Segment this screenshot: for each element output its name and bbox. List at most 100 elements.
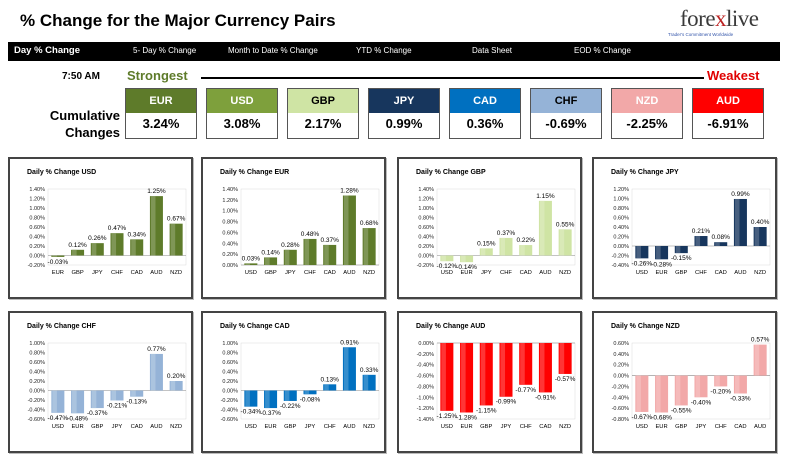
bar bbox=[714, 375, 728, 387]
currency-cumulative-value: 0.99% bbox=[385, 116, 423, 131]
data-label: 0.13% bbox=[320, 376, 339, 383]
y-tick-label: 0.60% bbox=[222, 230, 238, 236]
data-label: -0.37% bbox=[87, 410, 108, 417]
chart-panel-7: Daily % Change AUD -1.40% -1.20% -1.00% -0.8… bbox=[397, 311, 582, 453]
chart-title: Daily % Change USD bbox=[27, 169, 96, 176]
bar bbox=[110, 390, 124, 401]
currency-cumulative-value: -6.91% bbox=[707, 116, 749, 131]
bar bbox=[674, 246, 688, 254]
chart-panel-5: Daily % Change CHF -0.60% -0.40% -0.20% 0.00… bbox=[8, 311, 193, 453]
logo-tagline: Trader's Commitment Worldwide bbox=[668, 32, 734, 37]
bar-highlight bbox=[72, 249, 77, 256]
x-category-label: AUD bbox=[343, 424, 355, 430]
strength-arrow-line bbox=[201, 77, 704, 79]
bar-highlight bbox=[539, 343, 545, 393]
x-category-label: USD bbox=[52, 424, 64, 430]
data-label: 0.15% bbox=[477, 240, 496, 247]
nav-eod-change[interactable]: EOD % Change bbox=[574, 46, 631, 55]
bar-highlight bbox=[52, 255, 57, 257]
bar-highlight bbox=[304, 390, 310, 395]
data-label: 0.12% bbox=[68, 242, 87, 249]
x-category-label: AUD bbox=[539, 270, 551, 276]
data-label: -0.91% bbox=[535, 394, 556, 401]
y-tick-label: 0.20% bbox=[29, 244, 45, 250]
y-tick-label: 1.00% bbox=[222, 209, 238, 215]
chart-panel-2: Daily % Change EUR 0.00% 0.20% 0.40% 0.60% 0.… bbox=[201, 157, 386, 299]
x-category-label: JPY bbox=[696, 424, 707, 430]
bar-chart: Daily % Change AUD -1.40% -1.20% -1.00% -0.8… bbox=[416, 323, 576, 430]
y-tick-label: -0.20% bbox=[612, 254, 630, 260]
bar-highlight bbox=[170, 381, 176, 391]
chart-title: Daily % Change NZD bbox=[611, 323, 680, 330]
nav-5day-change[interactable]: 5- Day % Change bbox=[133, 46, 197, 55]
bar-highlight bbox=[675, 246, 681, 254]
data-label: 0.08% bbox=[711, 234, 730, 241]
x-category-label: GBP bbox=[480, 424, 492, 430]
y-tick-label: 1.40% bbox=[29, 187, 45, 193]
bar-highlight bbox=[734, 375, 740, 394]
x-category-label: GBP bbox=[284, 424, 296, 430]
currency-code: NZD bbox=[612, 89, 682, 113]
bar-highlight bbox=[754, 227, 760, 246]
y-tick-label: -0.20% bbox=[612, 384, 630, 390]
bar-highlight bbox=[715, 375, 720, 387]
bar-highlight bbox=[245, 390, 250, 407]
x-category-label: GBP bbox=[264, 270, 276, 276]
bar-highlight bbox=[304, 238, 310, 265]
bar-highlight bbox=[559, 343, 565, 374]
y-tick-label: 1.00% bbox=[29, 341, 45, 347]
page-title: % Change for the Major Currency Pairs bbox=[20, 11, 336, 30]
page-header: % Change for the Major Currency Pairs fo… bbox=[0, 0, 788, 42]
bar-highlight bbox=[150, 196, 156, 256]
data-label: -0.57% bbox=[555, 376, 576, 383]
bar-highlight bbox=[72, 390, 77, 414]
nav-ytd-change[interactable]: YTD % Change bbox=[356, 46, 412, 55]
nav-day-change[interactable]: Day % Change bbox=[14, 45, 80, 56]
bar bbox=[440, 255, 454, 262]
bar-highlight bbox=[461, 255, 466, 263]
y-tick-label: -0.80% bbox=[612, 417, 630, 423]
nav-data-sheet[interactable]: Data Sheet bbox=[472, 46, 513, 55]
bar-chart: Daily % Change USD -0.20% 0.00% 0.20% 0.40% 0… bbox=[27, 169, 187, 276]
bar-highlight bbox=[245, 263, 250, 265]
chart-title: Daily % Change JPY bbox=[611, 169, 679, 176]
data-label: 0.22% bbox=[516, 237, 535, 244]
y-tick-label: 1.00% bbox=[29, 206, 45, 212]
data-label: -0.55% bbox=[671, 407, 692, 414]
bar-highlight bbox=[91, 390, 97, 409]
currency-card-nzd: NZD -2.25% bbox=[611, 88, 683, 139]
chart-panel-1: Daily % Change USD -0.20% 0.00% 0.20% 0.40% 0… bbox=[8, 157, 193, 299]
x-category-label: EUR bbox=[655, 424, 667, 430]
currency-card-jpy: JPY 0.99% bbox=[368, 88, 440, 139]
currency-code: EUR bbox=[126, 89, 196, 113]
y-tick-label: -0.60% bbox=[28, 417, 46, 423]
currency-card-cad: CAD 0.36% bbox=[449, 88, 521, 139]
y-tick-label: -0.60% bbox=[612, 406, 630, 412]
y-tick-label: 1.20% bbox=[222, 198, 238, 204]
data-label: 0.28% bbox=[281, 242, 300, 249]
logo-text: forexlive bbox=[680, 6, 759, 31]
bar-chart: Daily % Change CAD -0.60% -0.40% -0.20% 0.00… bbox=[220, 323, 380, 430]
data-label: 0.67% bbox=[167, 216, 186, 223]
currency-card-gbp: GBP 2.17% bbox=[287, 88, 359, 139]
nav-month-change[interactable]: Month to Date % Change bbox=[228, 46, 318, 55]
chart-panel-3: Daily % Change GBP -0.20% 0.00% 0.20% 0.40% 0… bbox=[397, 157, 582, 299]
y-tick-label: -0.80% bbox=[417, 384, 435, 390]
x-category-label: CAD bbox=[539, 424, 551, 430]
bar-highlight bbox=[52, 390, 57, 413]
data-label: -0.12% bbox=[437, 263, 458, 270]
y-tick-label: 0.00% bbox=[222, 389, 238, 395]
data-label: -0.77% bbox=[515, 387, 536, 394]
bar bbox=[460, 255, 474, 263]
data-label: 0.48% bbox=[301, 231, 320, 238]
x-category-label: CHF bbox=[520, 424, 532, 430]
bar-highlight bbox=[695, 375, 701, 398]
y-tick-label: 0.20% bbox=[222, 252, 238, 258]
bar-highlight bbox=[265, 390, 270, 409]
forexlive-logo[interactable]: forexlive Trader's Commitment Worldwide bbox=[660, 6, 778, 38]
x-category-label: JPY bbox=[481, 270, 492, 276]
currency-card-usd: USD 3.08% bbox=[206, 88, 278, 139]
bar bbox=[244, 263, 258, 265]
data-label: -0.26% bbox=[632, 260, 653, 267]
x-category-label: NZD bbox=[754, 270, 766, 276]
